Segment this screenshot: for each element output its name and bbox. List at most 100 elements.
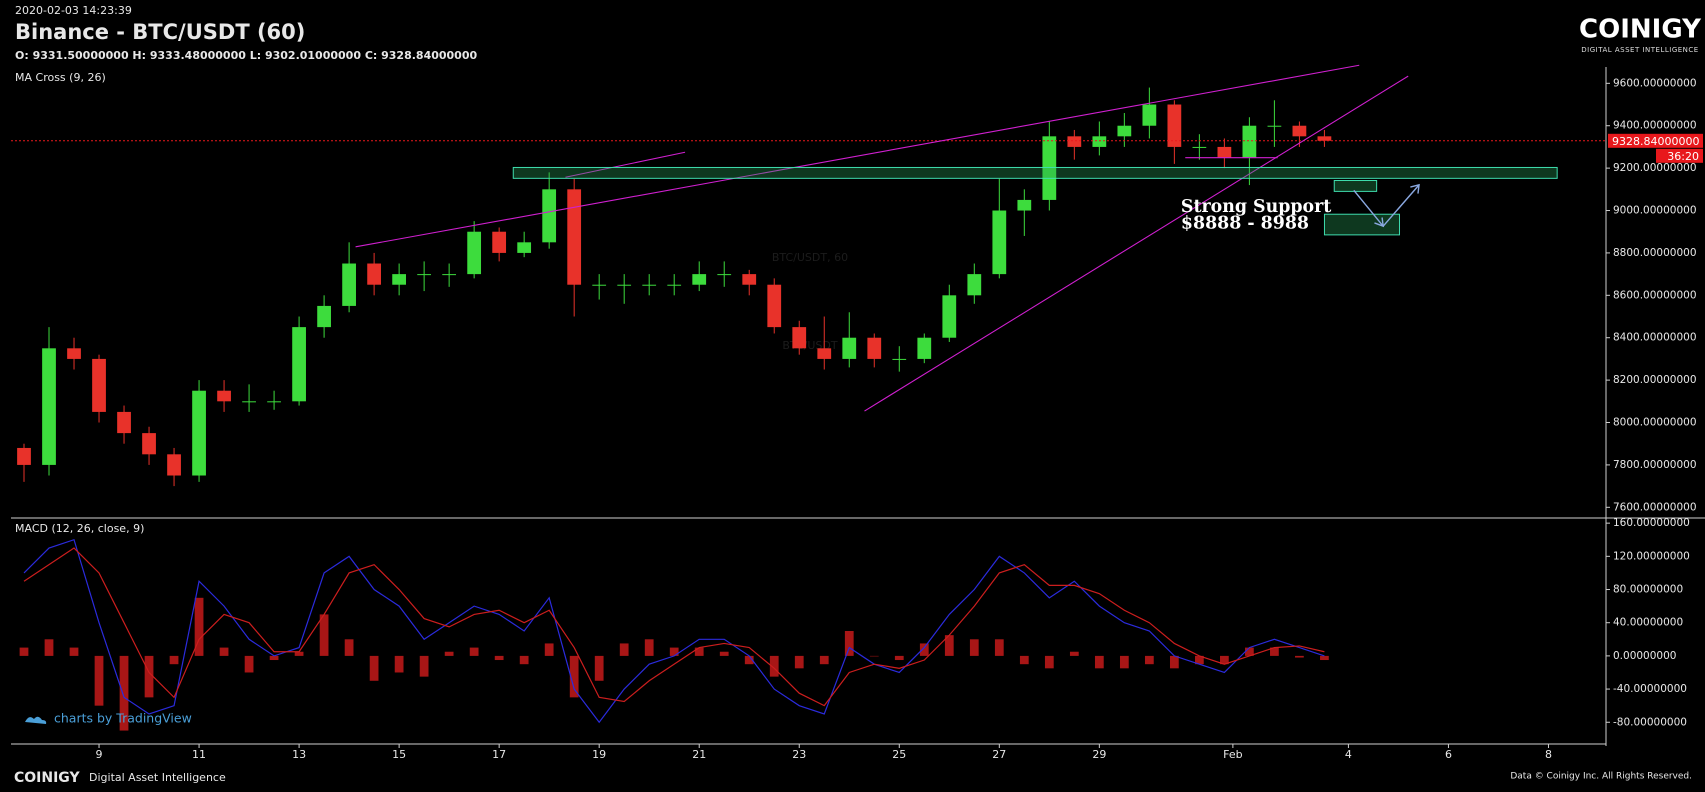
trend-line — [864, 75, 1409, 412]
candle-body — [942, 295, 957, 338]
histogram-bar — [894, 655, 904, 661]
histogram-bar — [144, 655, 154, 698]
histogram-bar — [1194, 655, 1204, 665]
histogram-bar — [869, 655, 879, 657]
watermark: BTC/USDT, 60 — [772, 251, 848, 264]
histogram-bar — [669, 647, 679, 656]
macd-pane: -80.00000000 -40.00000000 0.00000000 40.000… — [19, 517, 1690, 761]
candle-body — [17, 447, 31, 465]
histogram-bar — [944, 635, 954, 656]
histogram-bar — [1270, 647, 1279, 656]
y-tick-label: 7800.00000000 — [1613, 459, 1697, 471]
candle-body — [1167, 104, 1182, 147]
histogram-bar — [969, 639, 979, 656]
countdown-box — [1656, 148, 1703, 163]
footer-tagline: Digital Asset Intelligence — [89, 771, 226, 784]
footer-brand: COINIGY — [14, 770, 80, 786]
candle-body — [792, 327, 807, 349]
x-tick-label: 13 — [292, 748, 306, 761]
histogram-bar — [269, 655, 279, 661]
logo-tagline: DIGITAL ASSET INTELLIGENCE — [1581, 46, 1698, 54]
histogram-bar — [644, 639, 654, 656]
candle-body — [617, 284, 632, 286]
last-price-label: 9328.84000000 — [1612, 135, 1699, 148]
y-tick-label: 40.00000000 — [1613, 617, 1683, 629]
candle-body — [917, 337, 932, 359]
histogram-bar — [444, 651, 454, 656]
attribution[interactable]: charts by TradingView — [54, 711, 192, 726]
trend-line — [565, 151, 686, 178]
y-tick-label: 8400.00000000 — [1613, 332, 1697, 344]
x-tick-label: Feb — [1223, 748, 1242, 761]
y-tick-label: 8000.00000000 — [1613, 417, 1697, 429]
histogram-bar — [94, 655, 104, 706]
histogram-bar — [619, 643, 629, 656]
x-tick-label: 6 — [1445, 748, 1452, 761]
indicator-label: MA Cross (9, 26) — [15, 71, 106, 84]
histogram-bar — [194, 597, 204, 656]
price-pane: 7600.00000000 7800.00000000 8000.00000000 8… — [11, 77, 1703, 513]
histogram-bar — [244, 655, 254, 673]
candle-body — [1117, 125, 1132, 137]
candle-body — [1317, 136, 1332, 141]
histogram-bar — [544, 643, 554, 656]
tradingview-icon — [25, 716, 47, 724]
logo: COINIGY — [1579, 15, 1702, 45]
histogram-bar — [1094, 655, 1104, 669]
histogram-bar — [1119, 655, 1129, 669]
y-tick-label: 9400.00000000 — [1613, 120, 1697, 132]
x-tick-label: 19 — [592, 748, 606, 761]
candle-body — [1242, 125, 1257, 158]
candle-body — [442, 274, 457, 276]
histogram-bar — [844, 631, 854, 656]
last-price-box — [1608, 133, 1703, 148]
histogram-bar — [1220, 655, 1229, 665]
candle-body — [92, 358, 106, 412]
arrow-head — [1410, 183, 1420, 194]
candle-body — [817, 348, 832, 359]
target-zone — [1333, 180, 1378, 192]
histogram-bar — [1044, 655, 1054, 669]
candle-body — [567, 189, 582, 285]
copyright: Data © Coinigy Inc. All Rights Reserved. — [1510, 772, 1692, 782]
y-tick-label: 9200.00000000 — [1613, 162, 1697, 174]
annotation: Strong Support — [1181, 197, 1331, 217]
histogram-bar — [1320, 655, 1329, 661]
histogram-bar — [369, 655, 379, 681]
histogram-bar — [494, 655, 504, 661]
candle-body — [1017, 199, 1032, 211]
histogram-bar — [994, 639, 1004, 656]
x-tick-label: 23 — [792, 748, 806, 761]
candle-body — [1092, 136, 1107, 147]
candle-body — [717, 274, 732, 276]
chart-title: Binance - BTC/USDT (60) — [15, 20, 305, 44]
candle-body — [1192, 146, 1207, 148]
candle-body — [1042, 136, 1057, 200]
histogram-bar — [394, 655, 404, 673]
histogram-bar — [919, 643, 929, 656]
histogram-bar — [769, 655, 779, 677]
y-tick-label: 80.00000000 — [1613, 584, 1683, 596]
x-tick-label: 9 — [96, 748, 103, 761]
timestamp: 2020-02-03 14:23:39 — [15, 4, 132, 17]
candle-body — [492, 231, 507, 253]
candle-body — [1292, 125, 1307, 137]
histogram-bar — [594, 655, 604, 681]
candle-body — [417, 274, 432, 276]
histogram-bar — [519, 655, 529, 665]
candle-body — [742, 274, 757, 285]
x-tick-label: 27 — [992, 748, 1006, 761]
histogram-bar — [1069, 651, 1079, 656]
ohlc-readout: O: 9331.50000000 H: 9333.48000000 L: 930… — [15, 49, 477, 62]
histogram-bar — [1144, 655, 1154, 665]
candle-body — [592, 284, 607, 286]
candle-body — [967, 274, 982, 296]
annotation: $8888 - 8988 — [1181, 214, 1309, 234]
candle-body — [1217, 146, 1232, 158]
candle-body — [892, 358, 907, 360]
histogram-bar — [169, 655, 179, 665]
histogram-bar — [294, 651, 304, 656]
y-tick-label: -80.00000000 — [1613, 716, 1687, 728]
histogram-bar — [119, 655, 129, 731]
candle-body — [192, 390, 206, 476]
